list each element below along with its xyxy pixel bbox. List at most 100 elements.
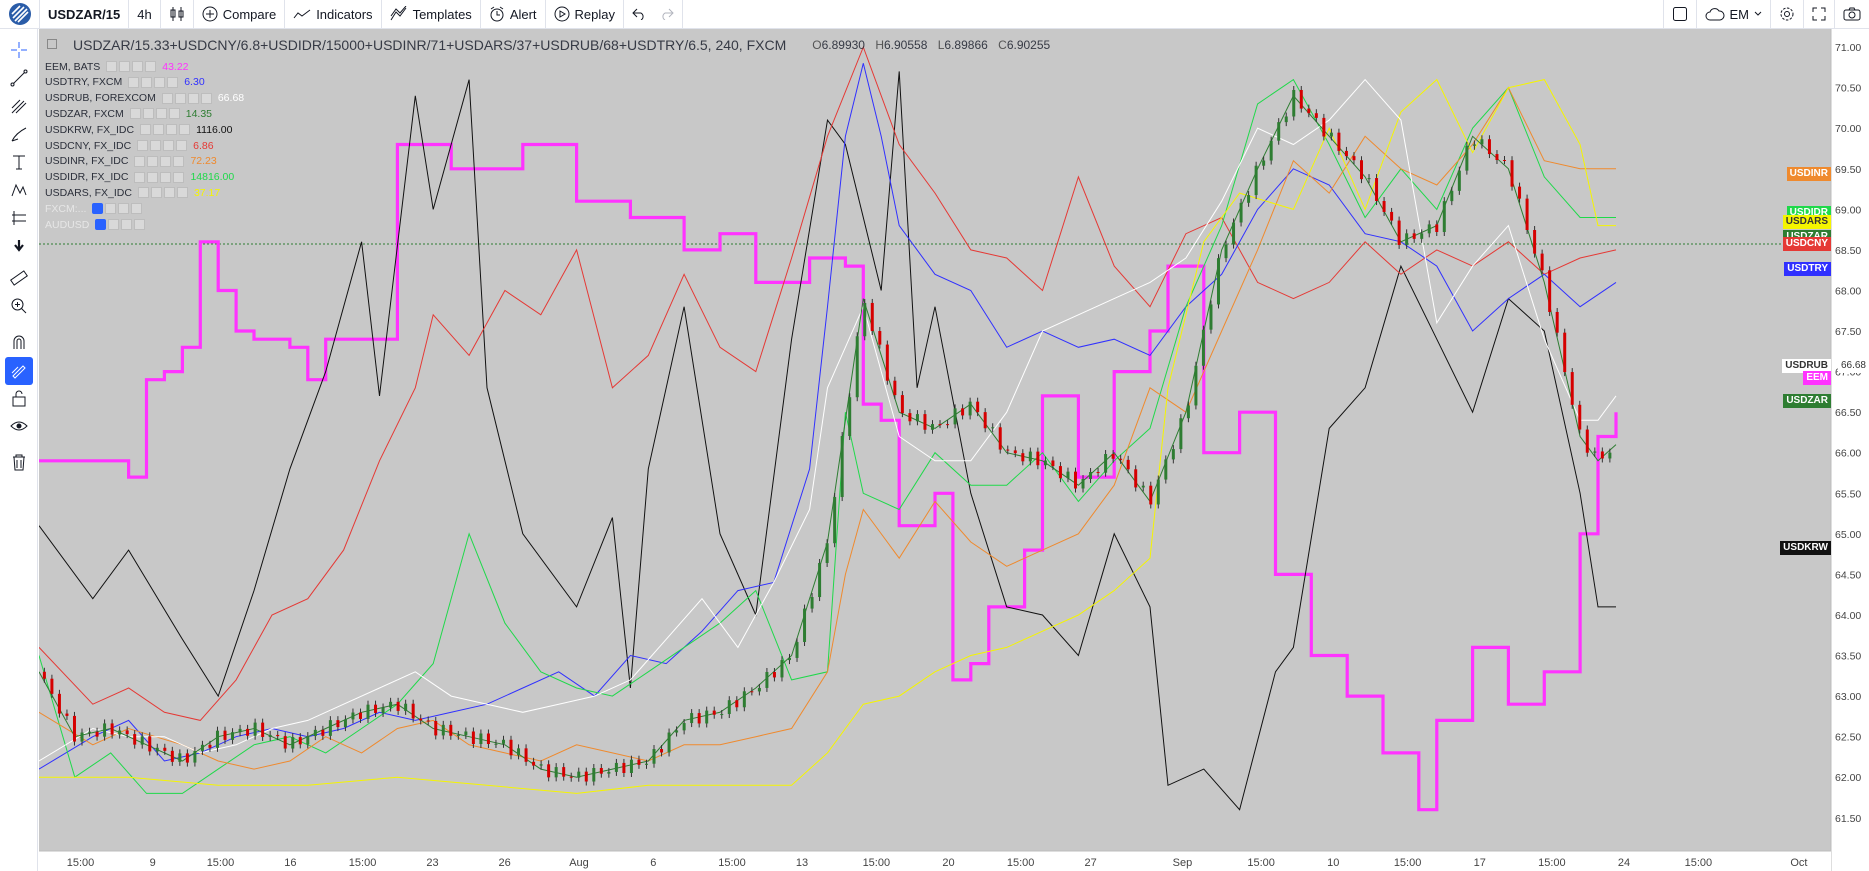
- more-icon[interactable]: [163, 140, 175, 151]
- more-icon[interactable]: [166, 124, 178, 136]
- indicator-row[interactable]: USDRUB, FOREXCOM 66.68: [45, 91, 244, 106]
- y-tick-label: 69.00: [1835, 204, 1861, 216]
- close-icon[interactable]: [167, 76, 179, 88]
- visibility-icon[interactable]: [129, 108, 141, 120]
- chart-pane[interactable]: 71.00 70.50 70.00 69.50 69.00 68.50 68.00 67.50…: [39, 29, 1869, 871]
- visibility-icon[interactable]: [134, 171, 146, 183]
- close-icon[interactable]: [176, 187, 188, 199]
- crosshair-tool[interactable]: [5, 37, 33, 65]
- brush-tool[interactable]: [5, 121, 33, 149]
- arrow-tool[interactable]: [5, 233, 33, 261]
- interval-button[interactable]: 4h: [129, 0, 161, 28]
- indicator-row[interactable]: FXCM:...: [45, 201, 148, 216]
- account-button[interactable]: EM: [1695, 0, 1771, 28]
- indicator-row[interactable]: USDIDR, FX_IDC 14816.00: [45, 170, 234, 185]
- settings-button[interactable]: [1770, 0, 1803, 28]
- ohlc-low-value: 6.89866: [944, 38, 988, 52]
- settings-icon[interactable]: [147, 155, 159, 167]
- settings-icon[interactable]: [119, 61, 131, 72]
- indicator-row[interactable]: EEM, BATS 43.22: [45, 59, 189, 74]
- more-icon[interactable]: [160, 155, 172, 167]
- indicator-row[interactable]: USDZAR, FXCM 14.35: [45, 106, 212, 121]
- undo-icon[interactable]: [632, 8, 646, 20]
- settings-icon[interactable]: [141, 76, 153, 88]
- trend-line-tool[interactable]: [5, 65, 33, 93]
- indicator-row[interactable]: USDTRY, FXCM 6.30: [45, 75, 205, 90]
- price-scale[interactable]: [1831, 29, 1869, 871]
- more-icon[interactable]: [160, 171, 172, 183]
- redo-icon[interactable]: [660, 8, 674, 20]
- more-icon[interactable]: [187, 92, 199, 104]
- indicator-row[interactable]: USDKRW, FX_IDC 1116.00: [45, 122, 232, 137]
- more-icon[interactable]: [163, 187, 175, 199]
- visibility-icon[interactable]: [128, 76, 140, 88]
- magnet-tool[interactable]: [5, 329, 33, 357]
- close-icon[interactable]: [168, 108, 180, 120]
- close-icon[interactable]: [176, 140, 188, 151]
- lock-icon: [12, 389, 26, 410]
- more-icon[interactable]: [118, 203, 130, 215]
- x-tick-label: 13: [796, 857, 808, 869]
- lock-tool[interactable]: [5, 385, 33, 413]
- alert-button[interactable]: Alert: [481, 0, 546, 28]
- indicator-row[interactable]: USDCNY, FX_IDC 6.86: [45, 138, 214, 153]
- more-icon[interactable]: [154, 76, 166, 88]
- indicator-row[interactable]: USDINR, FX_IDC 72.23: [45, 154, 217, 169]
- candle-body: [584, 771, 588, 782]
- chart-canvas[interactable]: 71.00 70.50 70.00 69.50 69.00 68.50 68.00 67.50…: [39, 29, 1869, 871]
- close-icon[interactable]: [200, 92, 212, 104]
- visibility-icon[interactable]: [92, 203, 104, 215]
- close-icon[interactable]: [179, 124, 191, 136]
- indicator-name: USDRUB, FOREXCOM: [45, 92, 156, 105]
- close-icon[interactable]: [134, 219, 146, 230]
- settings-icon[interactable]: [150, 140, 162, 151]
- close-icon[interactable]: [173, 171, 185, 183]
- settings-icon[interactable]: [174, 92, 186, 104]
- trash-tool[interactable]: [5, 449, 33, 477]
- chart-type-button[interactable]: [161, 0, 194, 28]
- compare-button[interactable]: Compare: [194, 0, 286, 28]
- time-scale[interactable]: [39, 851, 1831, 871]
- pitchfork-tool[interactable]: [5, 93, 33, 121]
- replay-button[interactable]: Replay: [546, 0, 625, 28]
- close-icon[interactable]: [145, 61, 157, 72]
- visibility-icon[interactable]: [137, 140, 149, 151]
- visibility-icon[interactable]: [140, 124, 152, 136]
- settings-icon[interactable]: [147, 171, 159, 183]
- eye-tool[interactable]: [5, 413, 33, 441]
- settings-icon[interactable]: [153, 124, 165, 136]
- templates-button[interactable]: Templates: [382, 0, 481, 28]
- text-tool[interactable]: [5, 149, 33, 177]
- main-series-legend[interactable]: USDZAR/15.33+USDCNY/6.8+USDIDR/15000+USD…: [73, 37, 1057, 53]
- close-icon[interactable]: [131, 203, 143, 215]
- prediction-tool[interactable]: [5, 205, 33, 233]
- fullscreen-button[interactable]: [1803, 0, 1834, 28]
- visibility-icon[interactable]: [106, 61, 118, 72]
- indicator-row[interactable]: USDARS, FX_IDC 37.17: [45, 185, 220, 200]
- settings-icon[interactable]: [150, 187, 162, 199]
- zoom-tool[interactable]: [5, 293, 33, 321]
- layout-button[interactable]: [1662, 0, 1696, 28]
- more-icon[interactable]: [121, 219, 133, 230]
- snapshot-button[interactable]: [1834, 0, 1869, 28]
- more-icon[interactable]: [155, 108, 167, 120]
- visibility-icon[interactable]: [161, 92, 173, 104]
- visibility-icon[interactable]: [95, 219, 107, 230]
- visibility-icon[interactable]: [137, 187, 149, 199]
- ruler-tool[interactable]: [5, 265, 33, 293]
- settings-icon[interactable]: [105, 203, 117, 215]
- settings-icon[interactable]: [108, 219, 120, 230]
- alert-label: Alert: [509, 6, 537, 22]
- indicators-button[interactable]: Indicators: [285, 0, 382, 28]
- more-icon[interactable]: [132, 61, 144, 72]
- visibility-icon[interactable]: [134, 155, 146, 167]
- close-icon[interactable]: [173, 155, 185, 167]
- pattern-tool[interactable]: [5, 177, 33, 205]
- indicator-row[interactable]: AUDUSD: [45, 217, 151, 232]
- series-line: [39, 78, 1617, 762]
- settings-icon[interactable]: [142, 108, 154, 120]
- candle-body: [215, 730, 219, 748]
- logo-icon[interactable]: [0, 0, 40, 28]
- symbol-search-button[interactable]: USDZAR/15: [40, 0, 130, 28]
- draw-mode-tool[interactable]: [5, 357, 33, 385]
